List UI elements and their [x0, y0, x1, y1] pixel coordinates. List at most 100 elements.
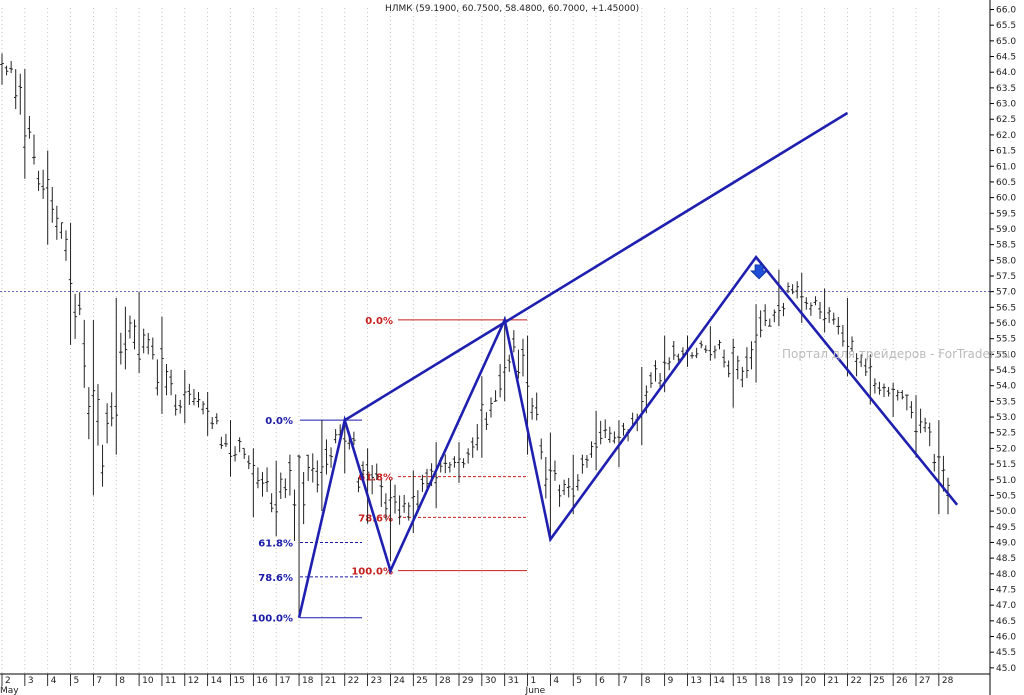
price-tick-label: 53.0 — [996, 413, 1016, 423]
date-tick-label: 25 — [873, 676, 884, 686]
price-tick-label: 59.5 — [996, 209, 1016, 219]
price-tick-label: 52.5 — [996, 429, 1016, 439]
price-tick-label: 53.5 — [996, 397, 1016, 407]
date-tick-label: 18 — [759, 676, 771, 686]
month-label: May — [0, 686, 19, 695]
fib-blue-level-label: 78.6% — [258, 573, 293, 584]
price-tick-label: 50.5 — [996, 491, 1016, 501]
price-tick-label: 62.5 — [996, 115, 1016, 125]
fib-red-level-label: 100.0% — [351, 567, 393, 578]
date-axis: 2 3 4 5 7 8 10 11 12 14 15 16 17 18 21 22 23 24 25 28 29 30 31… — [0, 673, 990, 695]
price-tick-label: 51.0 — [996, 476, 1016, 486]
price-tick-label: 45.5 — [996, 648, 1016, 658]
date-tick-label: 4 — [553, 676, 559, 686]
date-tick-label: 18 — [302, 676, 314, 686]
date-tick-label: 17 — [279, 676, 290, 686]
date-tick-label: 7 — [622, 676, 628, 686]
date-tick-label: 30 — [485, 676, 497, 686]
price-tick-label: 58.0 — [996, 256, 1016, 266]
date-tick-label: 12 — [188, 676, 199, 686]
price-tick-label: 54.0 — [996, 382, 1016, 392]
price-tick-label: 59.0 — [996, 225, 1016, 235]
date-tick-label: 11 — [165, 676, 176, 686]
price-bars — [0, 53, 950, 618]
price-tick-label: 47.5 — [996, 585, 1016, 595]
date-tick-label: 2 — [5, 676, 11, 686]
price-tick-label: 49.5 — [996, 523, 1016, 533]
price-tick-label: 63.0 — [996, 100, 1016, 110]
date-tick-label: 23 — [371, 676, 382, 686]
price-tick-label: 56.5 — [996, 303, 1016, 313]
fib-red-level-label: 0.0% — [365, 316, 393, 327]
price-tick-label: 50.0 — [996, 507, 1016, 517]
trendline — [344, 111, 849, 422]
date-tick-label: 10 — [142, 676, 154, 686]
price-tick-label: 45.0 — [996, 664, 1016, 674]
date-tick-label: 5 — [576, 676, 582, 686]
chart-title: НЛМК (59.1900, 60.7500, 58.4800, 60.7000… — [385, 4, 639, 14]
date-tick-label: 13 — [691, 676, 702, 686]
date-tick-label: 14 — [713, 676, 725, 686]
vertical-grid — [1, 8, 940, 674]
price-tick-label: 57.5 — [996, 272, 1016, 282]
date-tick-label: 22 — [348, 676, 359, 686]
price-tick-label: 58.5 — [996, 241, 1016, 251]
date-tick-label: 6 — [599, 676, 605, 686]
price-tick-label: 57.0 — [996, 288, 1016, 298]
price-tick-label: 60.0 — [996, 194, 1016, 204]
date-tick-label: 24 — [393, 676, 405, 686]
price-tick-label: 62.0 — [996, 131, 1016, 141]
zigzag-wave-lines — [297, 111, 959, 618]
fib-blue-level-label: 100.0% — [251, 614, 293, 625]
price-tick-label: 60.5 — [996, 178, 1016, 188]
date-tick-label: 5 — [74, 676, 80, 686]
price-tick-label: 64.0 — [996, 68, 1016, 78]
date-tick-label: 31 — [508, 676, 519, 686]
date-tick-label: 7 — [96, 676, 102, 686]
fib-blue-level-label: 61.8% — [258, 538, 293, 549]
price-tick-label: 47.0 — [996, 601, 1016, 611]
date-tick-label: 3 — [28, 676, 34, 686]
date-tick-label: 28 — [439, 676, 451, 686]
price-tick-label: 52.0 — [996, 444, 1016, 454]
down-arrow-icon — [750, 264, 769, 280]
price-tick-label: 61.5 — [996, 147, 1016, 157]
date-tick-label: 8 — [645, 676, 651, 686]
price-tick-label: 63.5 — [996, 84, 1016, 94]
price-tick-label: 65.5 — [996, 21, 1016, 31]
watermark-text: Портал для трейдеров - ForTrader.ru — [782, 347, 1010, 361]
date-tick-label: 29 — [462, 676, 474, 686]
price-tick-label: 61.0 — [996, 162, 1016, 172]
price-tick-label: 46.0 — [996, 633, 1016, 643]
price-tick-label: 55.0 — [996, 350, 1016, 360]
price-tick-label: 51.5 — [996, 460, 1016, 470]
date-tick-label: 22 — [850, 676, 861, 686]
date-tick-label: 26 — [896, 676, 908, 686]
date-tick-label: 16 — [256, 676, 268, 686]
price-tick-label: 49.0 — [996, 538, 1016, 548]
date-tick-label: 28 — [942, 676, 954, 686]
date-tick-label: 21 — [828, 676, 839, 686]
price-tick-label: 48.5 — [996, 554, 1016, 564]
date-tick-label: 25 — [416, 676, 427, 686]
date-tick-label: 15 — [736, 676, 747, 686]
price-axis: 45.0 45.5 46.0 46.5 47.0 47.5 48.0 48.5 49.0 49.5… — [989, 0, 1016, 695]
date-tick-label: 20 — [805, 676, 817, 686]
date-tick-label: 9 — [668, 676, 674, 686]
date-tick-label: 14 — [211, 676, 223, 686]
fib-red-level-label: 61.8% — [358, 473, 393, 484]
date-tick-label: 21 — [325, 676, 336, 686]
date-tick-label: 19 — [782, 676, 794, 686]
price-tick-label: 66.0 — [996, 6, 1016, 16]
price-tick-label: 46.5 — [996, 617, 1016, 627]
date-tick-label: 1 — [531, 676, 537, 686]
month-label: June — [525, 686, 546, 695]
price-tick-label: 55.5 — [996, 335, 1016, 345]
price-tick-label: 56.0 — [996, 319, 1016, 329]
date-tick-label: 15 — [234, 676, 245, 686]
date-tick-label: 4 — [51, 676, 57, 686]
fib-blue-level-label: 0.0% — [265, 416, 293, 427]
price-tick-label: 65.0 — [996, 37, 1016, 47]
date-tick-label: 8 — [119, 676, 125, 686]
